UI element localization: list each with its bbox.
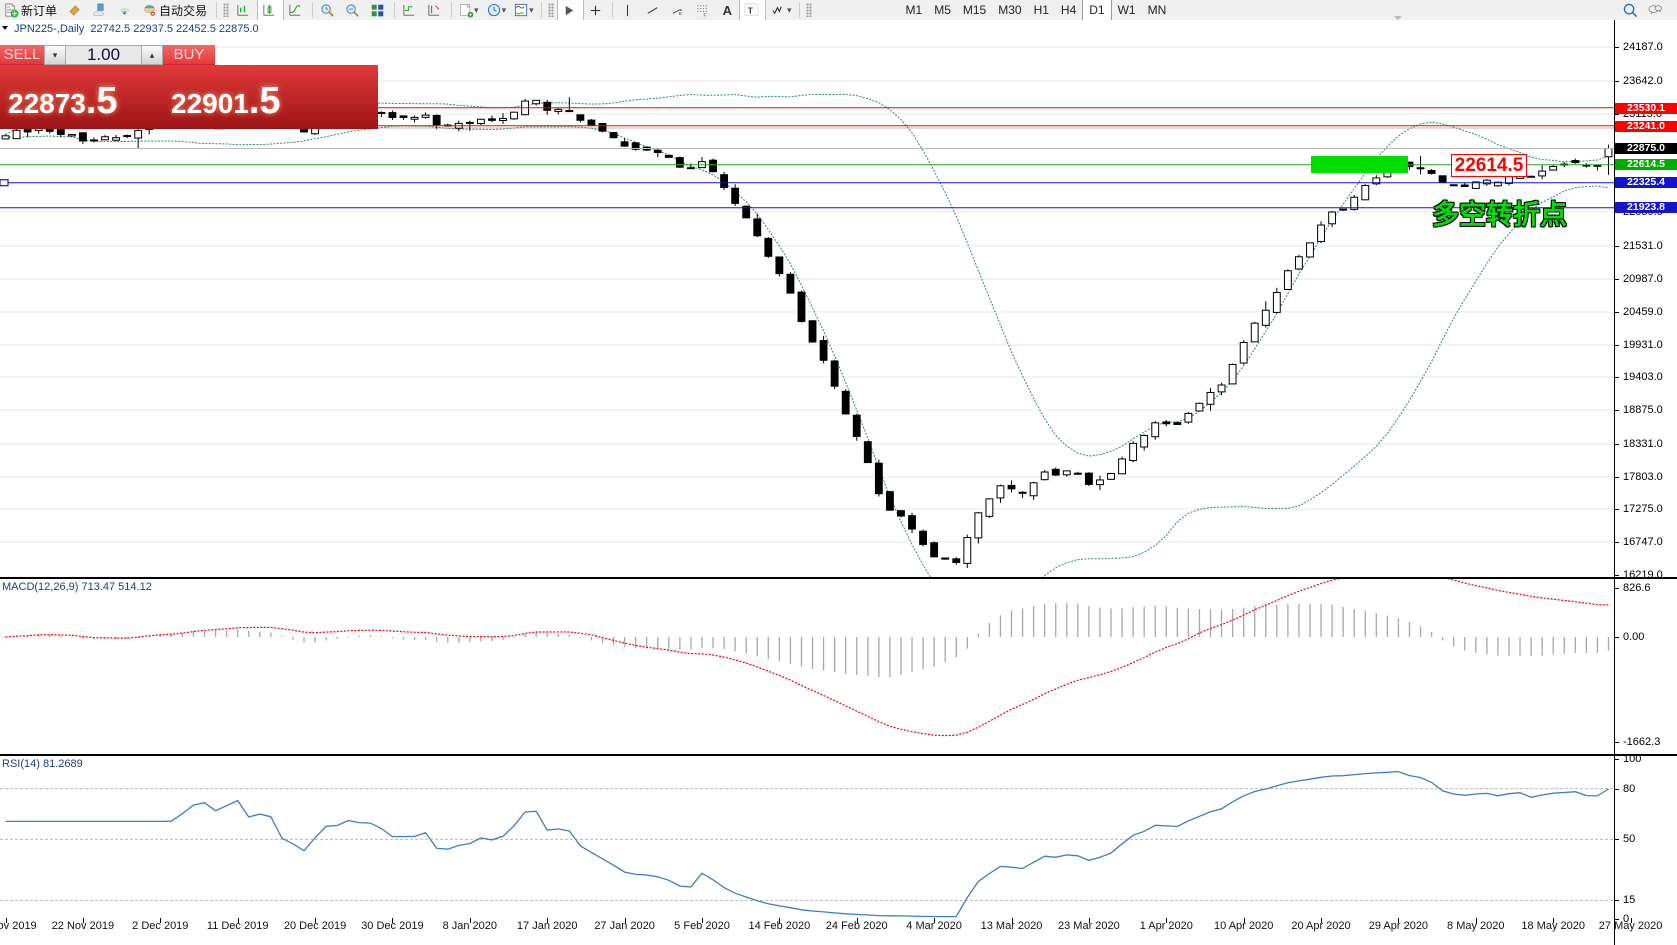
svg-text:F: F	[703, 12, 706, 17]
svg-text:E: E	[679, 11, 682, 16]
svg-text:T: T	[748, 5, 754, 15]
